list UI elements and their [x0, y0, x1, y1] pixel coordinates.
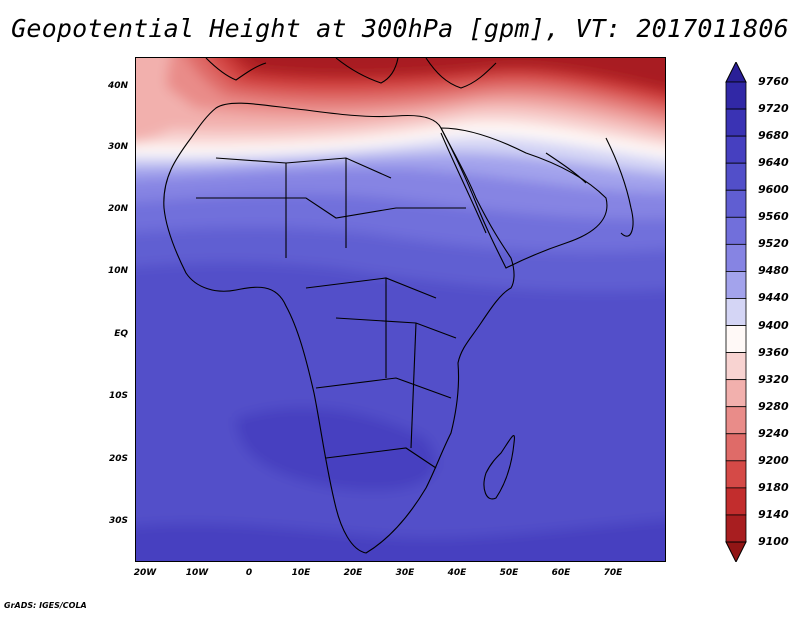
colorbar-level-label: 9720	[758, 102, 789, 116]
colorbar-segment	[725, 298, 747, 326]
colorbar-segment	[725, 514, 747, 543]
lat-label-eq: EQ	[114, 329, 128, 339]
colorbar-segment	[725, 379, 747, 408]
colorbar-level-label: 9680	[758, 129, 789, 143]
lon-label-0: 0	[245, 568, 253, 578]
colorbar-top-arrow	[725, 62, 747, 83]
colorbar-segment	[725, 135, 747, 164]
lat-label-30n: 30N	[107, 142, 128, 152]
colorbar-level-label: 9100	[758, 535, 789, 548]
lon-label-20e: 20E	[343, 568, 363, 578]
colorbar-segment	[725, 487, 747, 516]
lon-label-60e: 60E	[551, 568, 571, 578]
colorbar-bottom-arrow	[725, 541, 747, 562]
colorbar-level-label: 9240	[758, 426, 789, 440]
colorbar-segment	[725, 162, 747, 191]
lon-label-10w: 10W	[185, 568, 209, 578]
colorbar-segment	[725, 325, 747, 353]
colorbar-level-label: 9480	[758, 264, 789, 278]
colorbar-level-label: 9200	[758, 453, 789, 467]
lon-label-40e: 40E	[447, 568, 467, 578]
colorbar-level-label: 9760	[758, 75, 789, 88]
lat-label-40n: 40N	[107, 81, 128, 91]
colorbar-level-label: 9520	[758, 237, 789, 251]
colorbar-level-label: 9400	[758, 318, 789, 332]
map-title: Geopotential Height at 300hPa [gpm], VT:…	[11, 14, 789, 43]
lon-label-50e: 50E	[499, 568, 519, 578]
colorbar-segment	[725, 216, 747, 245]
colorbar-level-label: 9600	[758, 183, 789, 197]
colorbar-segment	[725, 460, 747, 489]
colorbar	[725, 62, 747, 562]
colorbar-level-label: 9320	[758, 372, 789, 386]
height-field	[136, 58, 665, 561]
colorbar-segment	[725, 406, 747, 435]
colorbar-level-label: 9280	[758, 399, 789, 413]
lon-label-70e: 70E	[603, 568, 623, 578]
colorbar-segment	[725, 108, 747, 137]
colorbar-segment	[725, 243, 747, 272]
lon-label-10e: 10E	[291, 568, 311, 578]
colorbar-level-label: 9440	[758, 291, 789, 305]
colorbar-level-label: 9180	[758, 480, 789, 494]
colorbar-segment	[725, 271, 747, 299]
colorbar-level-label: 9560	[758, 210, 789, 224]
colorbar-level-label: 9360	[758, 345, 789, 359]
lat-label-10s: 10S	[108, 391, 128, 401]
colorbar-level-label: 9140	[758, 507, 789, 521]
lat-label-20s: 20S	[108, 454, 128, 464]
colorbar-segment	[725, 189, 747, 218]
coastline-outline	[163, 58, 634, 554]
lon-label-20w: 20W	[133, 568, 157, 578]
colorbar-segment	[725, 81, 747, 110]
credit-label: GrADS: IGES/COLA	[4, 601, 87, 610]
colorbar-segment	[725, 352, 747, 381]
lon-label-30e: 30E	[395, 568, 415, 578]
map-panel	[135, 57, 666, 562]
lat-label-30s: 30S	[108, 516, 128, 526]
lat-label-20n: 20N	[107, 204, 128, 214]
geopotential-map	[136, 58, 665, 561]
colorbar-segment	[725, 433, 747, 462]
colorbar-level-label: 9640	[758, 156, 789, 170]
lat-label-10n: 10N	[107, 266, 128, 276]
